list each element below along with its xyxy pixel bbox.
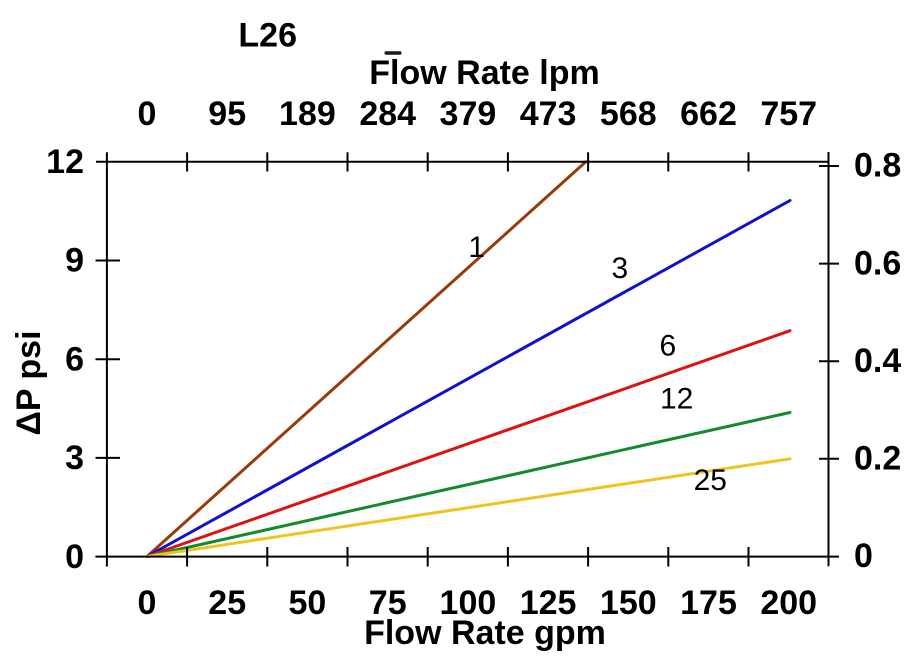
svg-text:757: 757	[760, 95, 817, 133]
svg-text:0: 0	[138, 584, 157, 622]
svg-text:150: 150	[600, 584, 657, 622]
svg-text:3: 3	[611, 252, 628, 285]
svg-text:125: 125	[520, 584, 577, 622]
svg-text:6: 6	[65, 340, 84, 378]
svg-text:9: 9	[65, 242, 84, 280]
svg-text:0: 0	[65, 538, 84, 576]
svg-text:473: 473	[520, 95, 577, 133]
svg-text:0.2: 0.2	[854, 440, 901, 478]
svg-text:0: 0	[138, 95, 157, 133]
svg-text:200: 200	[760, 584, 817, 622]
svg-text:175: 175	[680, 584, 737, 622]
svg-text:284: 284	[359, 95, 416, 133]
svg-text:100: 100	[440, 584, 497, 622]
svg-text:ΔP psi: ΔP psi	[10, 330, 48, 435]
svg-text:50: 50	[288, 584, 326, 622]
svg-text:6: 6	[660, 330, 677, 363]
svg-text:12: 12	[660, 382, 693, 415]
svg-text:12: 12	[46, 143, 84, 181]
svg-text:1: 1	[468, 231, 485, 264]
svg-text:0.4: 0.4	[854, 342, 901, 380]
svg-text:662: 662	[680, 95, 737, 133]
svg-text:379: 379	[440, 95, 497, 133]
svg-text:0: 0	[854, 537, 873, 575]
svg-text:3: 3	[65, 439, 84, 477]
svg-text:95: 95	[208, 95, 246, 133]
svg-text:L26: L26	[238, 17, 297, 55]
svg-text:568: 568	[600, 95, 657, 133]
svg-text:189: 189	[279, 95, 336, 133]
svg-text:0.8: 0.8	[854, 147, 901, 185]
svg-text:Flow Rate lpm: Flow Rate lpm	[369, 54, 599, 92]
svg-text:25: 25	[694, 464, 727, 497]
svg-text:Flow Rate gpm: Flow Rate gpm	[364, 614, 606, 652]
svg-text:25: 25	[208, 584, 246, 622]
svg-text:75: 75	[369, 584, 407, 622]
svg-text:0.6: 0.6	[854, 244, 901, 282]
